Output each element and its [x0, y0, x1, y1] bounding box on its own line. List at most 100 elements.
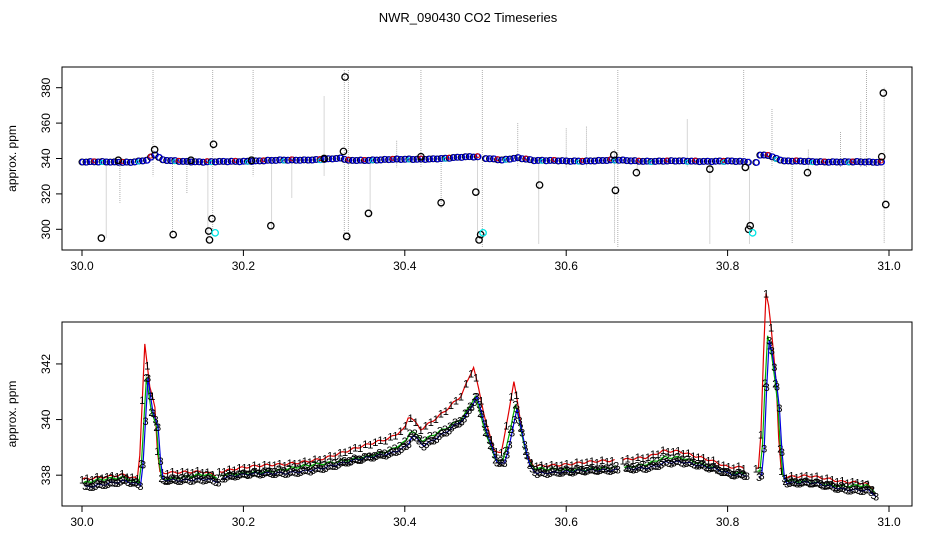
series-2-marker: 2 — [669, 453, 675, 465]
series-2-marker: 2 — [281, 465, 287, 477]
panel2-x-tick-label: 31.0 — [877, 515, 901, 529]
series-2-marker: 2 — [407, 428, 413, 440]
series-2-marker: 2 — [608, 463, 614, 475]
series-1-marker: 1 — [768, 322, 774, 334]
series-1-marker: 1 — [834, 477, 840, 489]
series-2-marker: 2 — [189, 472, 195, 484]
outlier-point — [114, 156, 123, 165]
series-3-marker: 3 — [292, 467, 298, 479]
series-3-marker: 3 — [234, 471, 240, 483]
series-3-line — [625, 460, 748, 477]
series-3-marker: 3 — [423, 439, 429, 451]
series-2-marker: 2 — [148, 407, 154, 419]
series-1-marker: 1 — [809, 472, 815, 484]
series-1-marker: 1 — [312, 454, 318, 466]
series-1-marker: 1 — [428, 417, 434, 429]
series-1-marker: 1 — [216, 467, 222, 479]
avg-point — [531, 157, 539, 165]
series-3-marker: 3 — [496, 458, 502, 470]
series-1-marker: 1 — [99, 473, 105, 485]
series-1-marker: 1 — [824, 473, 830, 485]
series-3-marker: 3 — [709, 463, 715, 475]
avg-point — [95, 158, 103, 166]
series-2-marker: 2 — [88, 477, 94, 489]
series-3-marker: 3 — [323, 463, 329, 475]
avg-point — [224, 158, 232, 166]
avg-point — [507, 155, 514, 163]
series-3-marker: 3 — [280, 468, 286, 480]
panel2-x-tick-label: 30.6 — [555, 515, 579, 529]
avg-point — [301, 156, 309, 164]
series-3-marker: 3 — [771, 362, 777, 374]
series-3-marker: 3 — [845, 486, 851, 498]
series-3-marker: 3 — [678, 457, 684, 469]
avg-point — [333, 155, 341, 162]
outlier-point — [881, 200, 890, 209]
avg-point — [103, 158, 111, 166]
series-1-marker: 1 — [231, 465, 237, 477]
series-3-marker: 3 — [787, 478, 793, 490]
flagged-point — [479, 228, 487, 237]
series-3-marker: 3 — [466, 405, 472, 417]
series-3-marker: 3 — [193, 474, 199, 486]
series-2-marker: 2 — [381, 448, 387, 460]
series-3-marker: 3 — [398, 444, 404, 456]
series-3-marker: 3 — [195, 473, 201, 485]
series-3-marker: 3 — [255, 468, 261, 480]
outlier-point — [746, 221, 755, 230]
series-3-marker: 3 — [232, 472, 238, 484]
avg-point — [866, 158, 873, 166]
avg-point — [430, 155, 438, 163]
series-1-marker: 1 — [154, 446, 160, 458]
series-3-marker: 3 — [428, 436, 434, 448]
outlier-point — [437, 198, 445, 207]
series-1-marker: 1 — [322, 453, 328, 465]
series-2-marker: 2 — [386, 445, 392, 457]
avg-point — [805, 157, 813, 165]
series-3-marker: 3 — [764, 382, 770, 394]
series-3-marker: 3 — [413, 432, 419, 444]
series-3-marker: 3 — [378, 449, 384, 461]
panel2-x-tick-label: 30.0 — [70, 515, 94, 529]
series-2-marker: 2 — [184, 471, 190, 483]
series-3-marker: 3 — [208, 474, 214, 486]
series-3-marker: 3 — [348, 456, 354, 468]
avg-point — [833, 158, 841, 166]
series-3-marker: 3 — [868, 487, 874, 499]
series-3-marker: 3 — [441, 428, 447, 440]
series-1-marker: 1 — [251, 460, 257, 472]
series-3-marker: 3 — [107, 477, 113, 489]
series-3-marker: 3 — [285, 469, 291, 481]
avg-point — [628, 157, 635, 165]
avg-point — [256, 157, 264, 165]
series-1-marker: 1 — [839, 476, 845, 488]
series-3-marker: 3 — [302, 465, 308, 477]
series-3-marker: 3 — [444, 427, 450, 439]
series-3-marker: 3 — [817, 479, 823, 491]
series-3-marker: 3 — [756, 472, 762, 484]
series-3-marker: 3 — [355, 455, 361, 467]
series-2-marker: 2 — [477, 408, 483, 420]
avg-point — [547, 157, 555, 164]
avg-point — [325, 155, 333, 163]
series-3-marker: 3 — [132, 477, 138, 489]
series-3-marker: 3 — [663, 457, 669, 469]
series-1-marker: 1 — [473, 372, 479, 384]
series-3-marker: 3 — [368, 452, 374, 464]
series-3-marker: 3 — [426, 437, 432, 449]
series-3-marker: 3 — [529, 463, 535, 475]
series-3-marker: 3 — [820, 480, 826, 492]
series-1-marker: 1 — [458, 392, 464, 404]
series-1-marker: 1 — [149, 391, 155, 403]
avg-point — [434, 155, 442, 163]
series-3-marker: 3 — [517, 415, 523, 427]
avg-point — [265, 156, 272, 164]
series-1-marker: 1 — [804, 471, 810, 483]
series-3-marker: 3 — [110, 477, 116, 489]
series-2-marker: 2 — [214, 473, 220, 485]
series-3-marker: 3 — [87, 482, 93, 494]
avg-point — [410, 156, 418, 163]
series-3-marker: 3 — [656, 461, 662, 473]
series-3-marker: 3 — [237, 469, 243, 481]
avg-point — [696, 158, 704, 165]
